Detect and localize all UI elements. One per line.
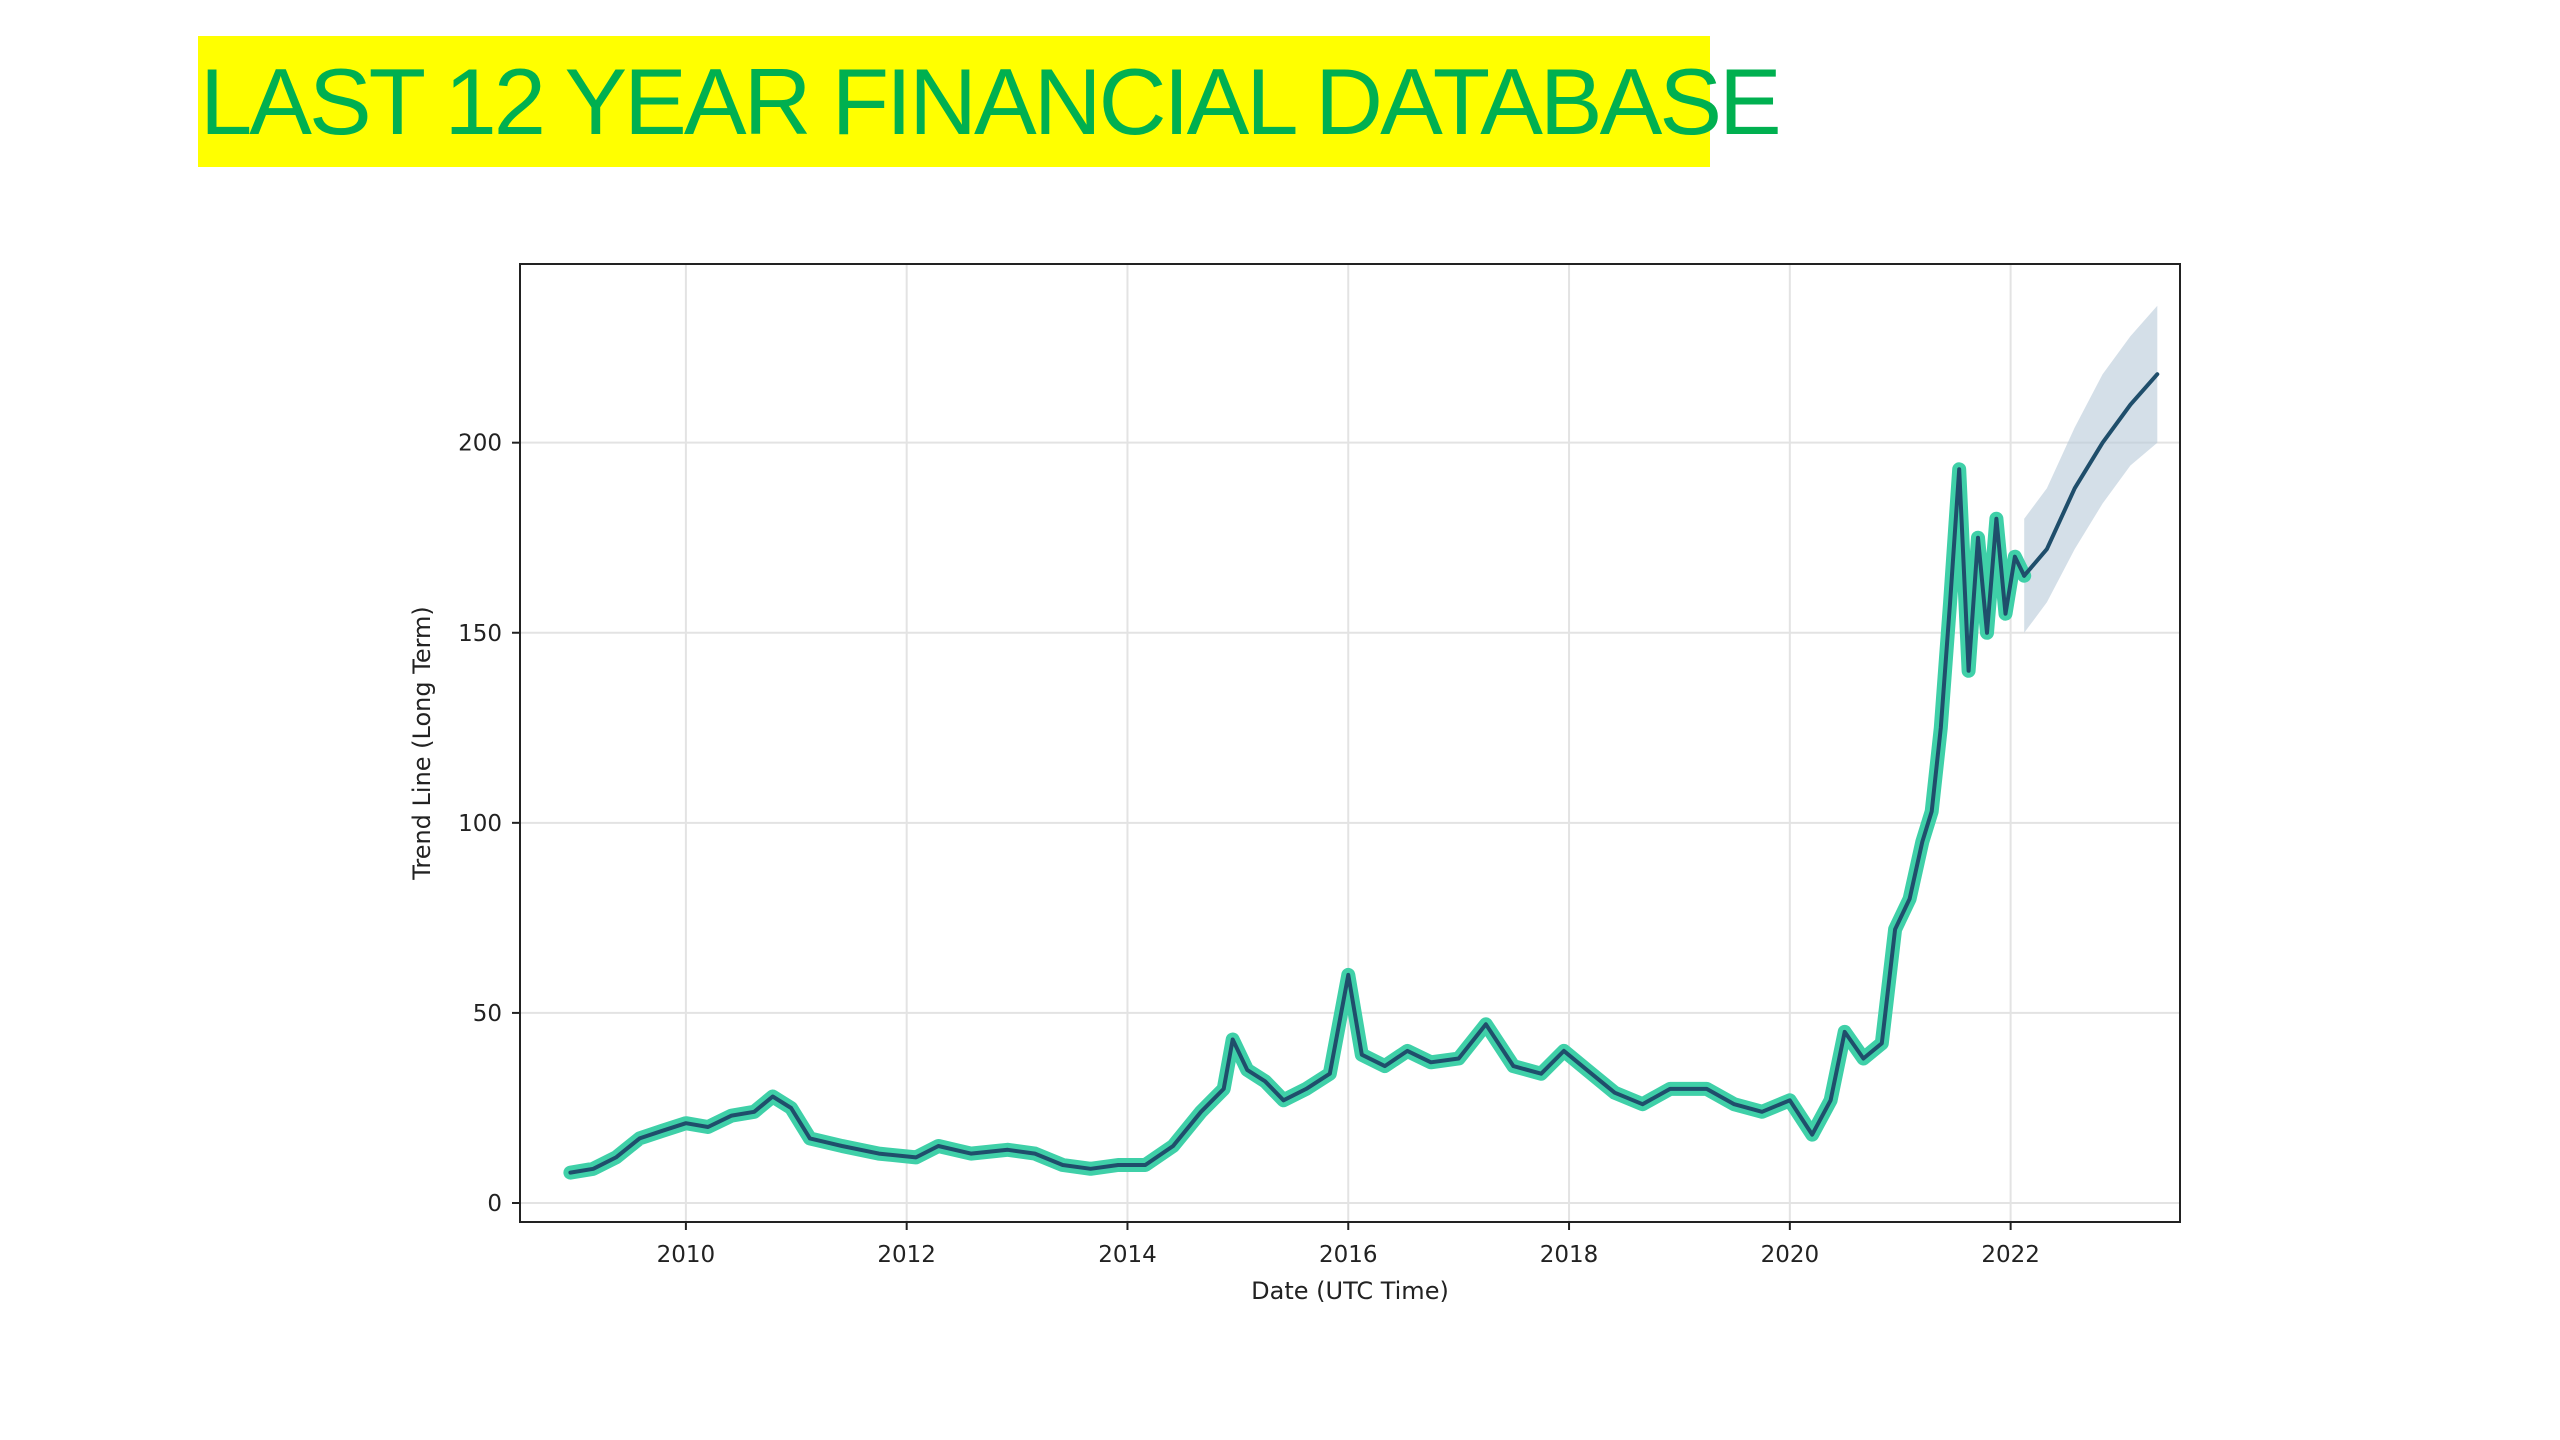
forecast-uncertainty-band [2024,305,2158,633]
x-tick-label: 2016 [1319,1242,1378,1268]
series-layer [563,372,2160,1180]
x-tick-label: 2022 [1981,1242,2040,1268]
trend-line-forecast [2022,372,2160,578]
trend-line-history [568,467,2027,1175]
axis-tick-layer: 2010 2012 2014 2016 2018 2020 2022 0 50 100 150 200 [458,431,2040,1268]
y-tick-label: 150 [458,621,502,647]
chart-gridlines [520,264,2180,1222]
y-tick-label: 0 [487,1191,502,1217]
y-tick-label: 50 [473,1001,502,1027]
actual-data-band [563,462,2032,1180]
y-axis-label: Trend Line (Long Term) [408,606,436,881]
x-tick-label: 2018 [1540,1242,1599,1268]
forecast-band-layer [2024,305,2158,633]
plot-frame [519,263,2181,1223]
x-tick-label: 2012 [877,1242,936,1268]
x-tick-label: 2010 [657,1242,716,1268]
slide-title: LAST 12 YEAR FINANCIAL DATABASE [198,36,1782,167]
x-tick-label: 2014 [1098,1242,1157,1268]
x-axis-label: Date (UTC Time) [1251,1277,1449,1305]
x-tick-label: 2020 [1761,1242,1820,1268]
y-tick-label: 200 [458,431,502,457]
y-tick-label: 100 [458,811,502,837]
